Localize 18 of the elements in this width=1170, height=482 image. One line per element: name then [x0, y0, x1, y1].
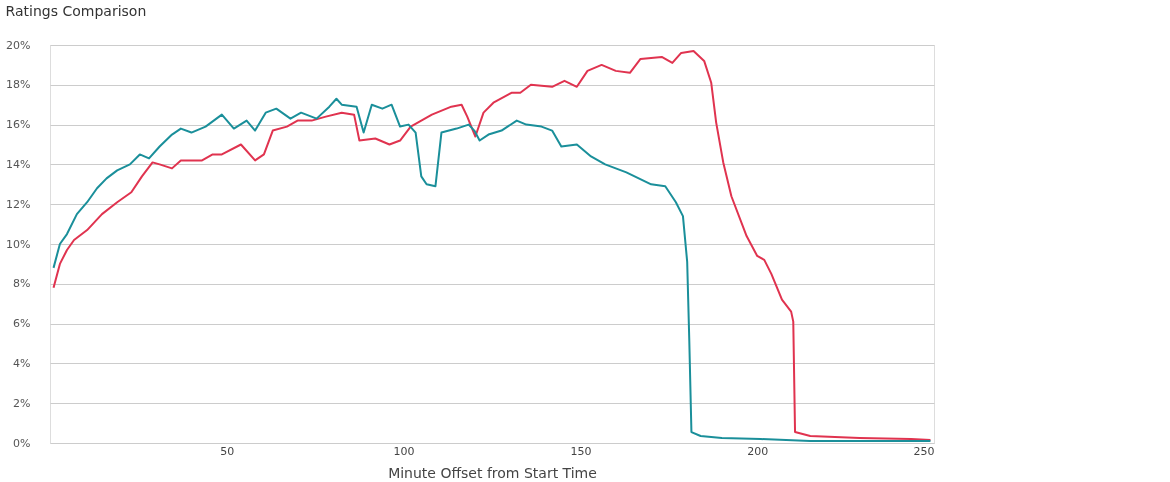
- x-axis-title: Minute Offset from Start Time: [388, 464, 597, 481]
- chart-title: Ratings Comparison: [5, 3, 147, 19]
- x-tick-label: 250: [913, 444, 935, 458]
- x-tick-label: 100: [393, 444, 415, 458]
- y-tick-label: 12%: [6, 197, 31, 211]
- x-tick-label: 150: [570, 444, 592, 458]
- y-tick-label: 6%: [13, 317, 31, 331]
- x-tick-label: 50: [220, 444, 235, 458]
- y-tick-label: 10%: [6, 237, 31, 251]
- y-tick-label: 16%: [6, 118, 31, 132]
- y-tick-label: 8%: [13, 277, 31, 291]
- y-tick-label: 18%: [6, 78, 31, 92]
- y-tick-label: 4%: [13, 356, 31, 370]
- y-tick-label: 0%: [13, 436, 31, 450]
- y-tick-label: 14%: [6, 157, 31, 171]
- y-tick-label: 2%: [13, 396, 31, 410]
- x-tick-label: 200: [747, 444, 769, 458]
- y-tick-label: 20%: [6, 38, 31, 52]
